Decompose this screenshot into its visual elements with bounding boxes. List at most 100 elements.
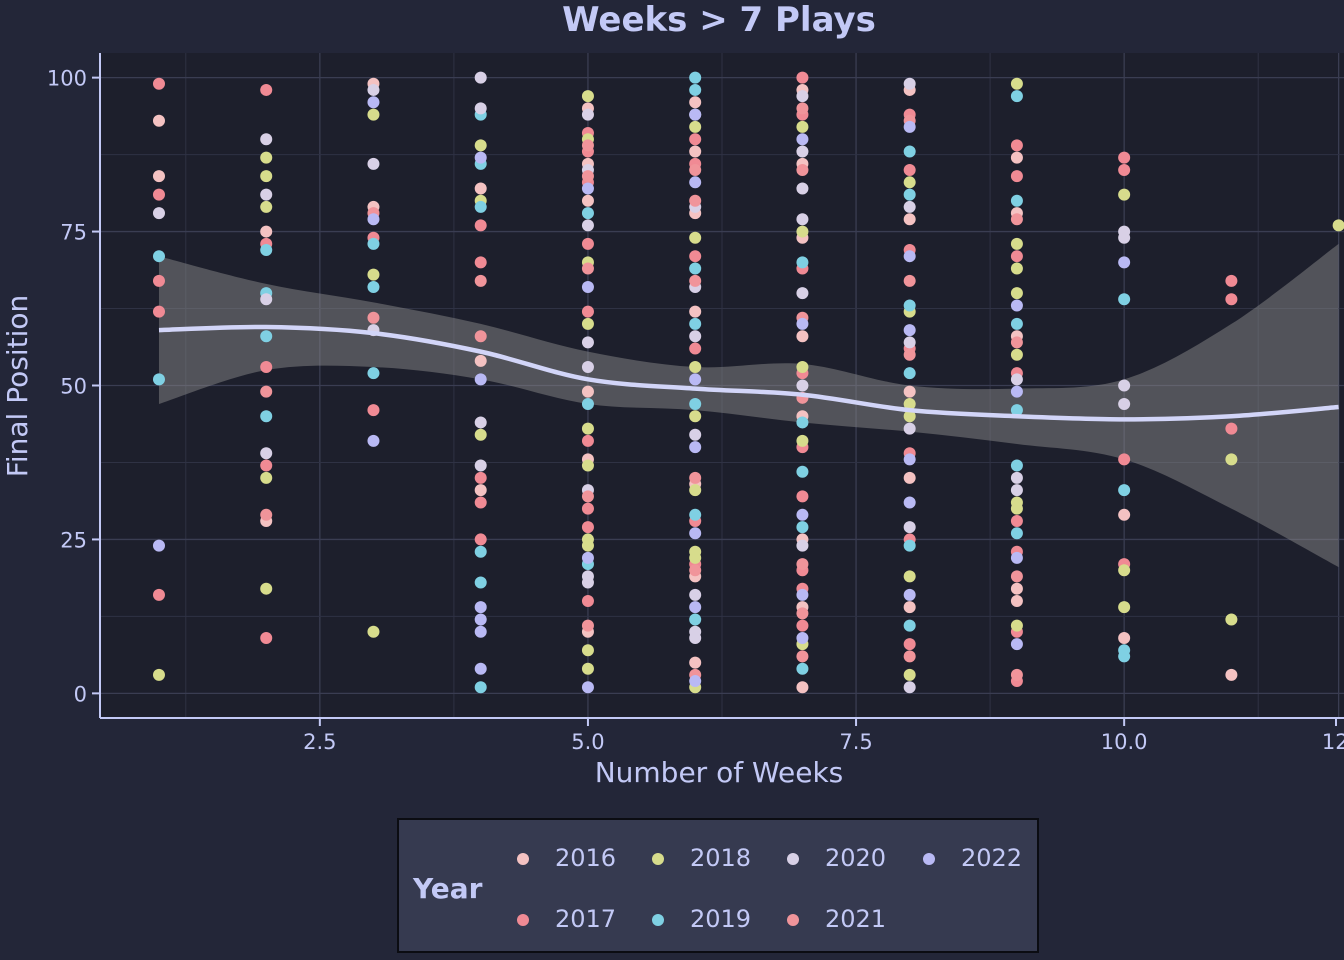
data-point [1010, 459, 1023, 472]
data-point [152, 588, 165, 601]
data-point [474, 139, 487, 152]
data-point [689, 484, 702, 497]
data-point [474, 545, 487, 558]
data-point [1010, 582, 1023, 595]
data-point [903, 163, 916, 176]
data-point [474, 496, 487, 509]
data-point [581, 194, 594, 207]
grid-lines [100, 53, 1344, 718]
data-point [581, 108, 594, 121]
data-point [474, 71, 487, 84]
data-point [152, 207, 165, 220]
data-point [1118, 293, 1131, 306]
data-point [581, 539, 594, 552]
data-point [367, 434, 380, 447]
data-point [474, 182, 487, 195]
legend-title: Year [413, 872, 483, 905]
data-point [796, 330, 809, 343]
series-2018 [152, 77, 1344, 694]
data-point [367, 108, 380, 121]
data-point [474, 274, 487, 287]
data-point [474, 219, 487, 232]
data-point [1332, 219, 1344, 232]
data-point [796, 465, 809, 478]
data-point [903, 410, 916, 423]
data-point [367, 157, 380, 170]
data-point [903, 588, 916, 601]
data-point [903, 422, 916, 435]
data-point [367, 83, 380, 96]
data-point [689, 194, 702, 207]
axes: 0 25 50 75 100 2.5 5.0 7.5 10.0 12. [47, 53, 1344, 754]
data-point [689, 361, 702, 374]
data-point [1118, 397, 1131, 410]
data-point [260, 188, 273, 201]
data-points [152, 71, 1344, 694]
data-point [260, 225, 273, 238]
data-point [367, 96, 380, 109]
y-tick-label: 75 [60, 221, 87, 245]
data-point [689, 317, 702, 330]
data-point [796, 558, 809, 571]
data-point [796, 379, 809, 392]
data-point [152, 539, 165, 552]
data-point [581, 139, 594, 152]
data-point [903, 496, 916, 509]
data-point [474, 102, 487, 115]
data-point [1225, 422, 1238, 435]
data-point [796, 588, 809, 601]
data-point [581, 681, 594, 694]
data-point [689, 601, 702, 614]
x-axis-title: Number of Weeks [595, 756, 844, 789]
data-point [581, 595, 594, 608]
y-tick-label: 25 [60, 528, 87, 552]
data-point [689, 441, 702, 454]
data-point [689, 675, 702, 688]
data-point [689, 133, 702, 146]
data-point [796, 71, 809, 84]
legend-label: 2017 [555, 905, 617, 933]
legend-dot [923, 853, 935, 865]
data-point [1010, 502, 1023, 515]
x-tick-label: 10.0 [1101, 730, 1148, 754]
data-point [260, 170, 273, 183]
data-point [903, 619, 916, 632]
data-point [260, 361, 273, 374]
data-point [796, 607, 809, 620]
data-point [689, 471, 702, 484]
data-point [581, 336, 594, 349]
data-point [1010, 213, 1023, 226]
data-point [903, 668, 916, 681]
legend-dot [787, 853, 799, 865]
data-point [1118, 601, 1131, 614]
data-point [796, 163, 809, 176]
data-point [689, 108, 702, 121]
legend-dot [517, 853, 529, 865]
data-point [1118, 564, 1131, 577]
legend-label: 2018 [690, 844, 752, 872]
data-point [689, 71, 702, 84]
data-point [474, 428, 487, 441]
data-point [1118, 231, 1131, 244]
data-point [796, 145, 809, 158]
data-point [903, 397, 916, 410]
data-point [689, 428, 702, 441]
x-tick-label: 12. [1322, 730, 1344, 754]
data-point [903, 650, 916, 663]
data-point [1010, 638, 1023, 651]
data-point [796, 133, 809, 146]
data-point [796, 213, 809, 226]
data-point [796, 508, 809, 521]
data-point [903, 638, 916, 651]
data-point [796, 361, 809, 374]
data-point [903, 570, 916, 583]
data-point [796, 120, 809, 133]
data-point [1225, 453, 1238, 466]
data-point [581, 262, 594, 275]
data-point [581, 90, 594, 103]
data-point [1010, 527, 1023, 540]
data-point [152, 170, 165, 183]
data-point [689, 163, 702, 176]
series-2022 [152, 96, 1131, 694]
